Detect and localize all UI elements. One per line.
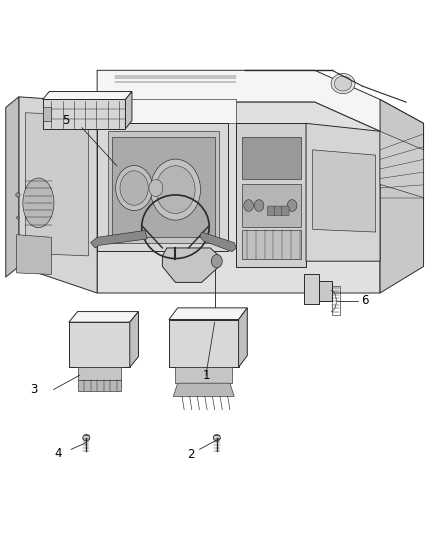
Text: 2: 2: [187, 448, 194, 461]
Polygon shape: [97, 102, 380, 293]
Polygon shape: [78, 367, 121, 381]
Polygon shape: [380, 131, 424, 198]
FancyBboxPatch shape: [281, 206, 289, 216]
Polygon shape: [169, 319, 239, 367]
Text: 5: 5: [62, 114, 70, 127]
Ellipse shape: [212, 255, 222, 268]
Polygon shape: [319, 281, 332, 301]
Ellipse shape: [120, 171, 148, 205]
Polygon shape: [239, 308, 247, 367]
Ellipse shape: [156, 166, 195, 214]
Polygon shape: [162, 248, 219, 282]
Polygon shape: [43, 108, 51, 120]
Polygon shape: [304, 274, 319, 304]
Text: 4: 4: [54, 447, 62, 459]
Polygon shape: [91, 230, 147, 248]
Polygon shape: [242, 230, 301, 259]
Polygon shape: [242, 136, 301, 179]
Ellipse shape: [116, 165, 152, 211]
FancyBboxPatch shape: [274, 206, 282, 216]
FancyBboxPatch shape: [267, 206, 275, 216]
Polygon shape: [237, 123, 306, 266]
Text: 1: 1: [202, 369, 210, 382]
Ellipse shape: [254, 200, 264, 212]
Polygon shape: [113, 136, 215, 237]
Polygon shape: [69, 312, 138, 322]
Polygon shape: [19, 97, 97, 293]
Text: 3: 3: [30, 383, 38, 396]
Polygon shape: [169, 308, 247, 319]
Ellipse shape: [150, 159, 201, 220]
Polygon shape: [306, 123, 380, 261]
Polygon shape: [17, 235, 51, 274]
Polygon shape: [200, 232, 237, 252]
Polygon shape: [380, 100, 424, 293]
Polygon shape: [130, 312, 138, 367]
Ellipse shape: [83, 434, 90, 441]
Ellipse shape: [16, 193, 20, 197]
Ellipse shape: [23, 178, 54, 228]
Polygon shape: [108, 131, 219, 243]
Polygon shape: [69, 322, 130, 367]
Polygon shape: [97, 100, 237, 123]
Polygon shape: [176, 367, 232, 383]
Ellipse shape: [213, 434, 220, 441]
Polygon shape: [43, 92, 132, 100]
Polygon shape: [43, 100, 125, 128]
Ellipse shape: [17, 216, 19, 219]
Ellipse shape: [331, 74, 355, 94]
Polygon shape: [78, 381, 121, 391]
Polygon shape: [242, 184, 301, 227]
Polygon shape: [313, 150, 376, 232]
Ellipse shape: [149, 180, 163, 197]
Ellipse shape: [287, 200, 297, 212]
Ellipse shape: [244, 200, 253, 212]
Ellipse shape: [334, 76, 352, 91]
Polygon shape: [97, 70, 424, 150]
Polygon shape: [6, 97, 19, 277]
Polygon shape: [97, 123, 228, 251]
Polygon shape: [173, 383, 234, 397]
Polygon shape: [125, 92, 132, 128]
Text: 6: 6: [361, 294, 368, 308]
Polygon shape: [25, 113, 88, 256]
